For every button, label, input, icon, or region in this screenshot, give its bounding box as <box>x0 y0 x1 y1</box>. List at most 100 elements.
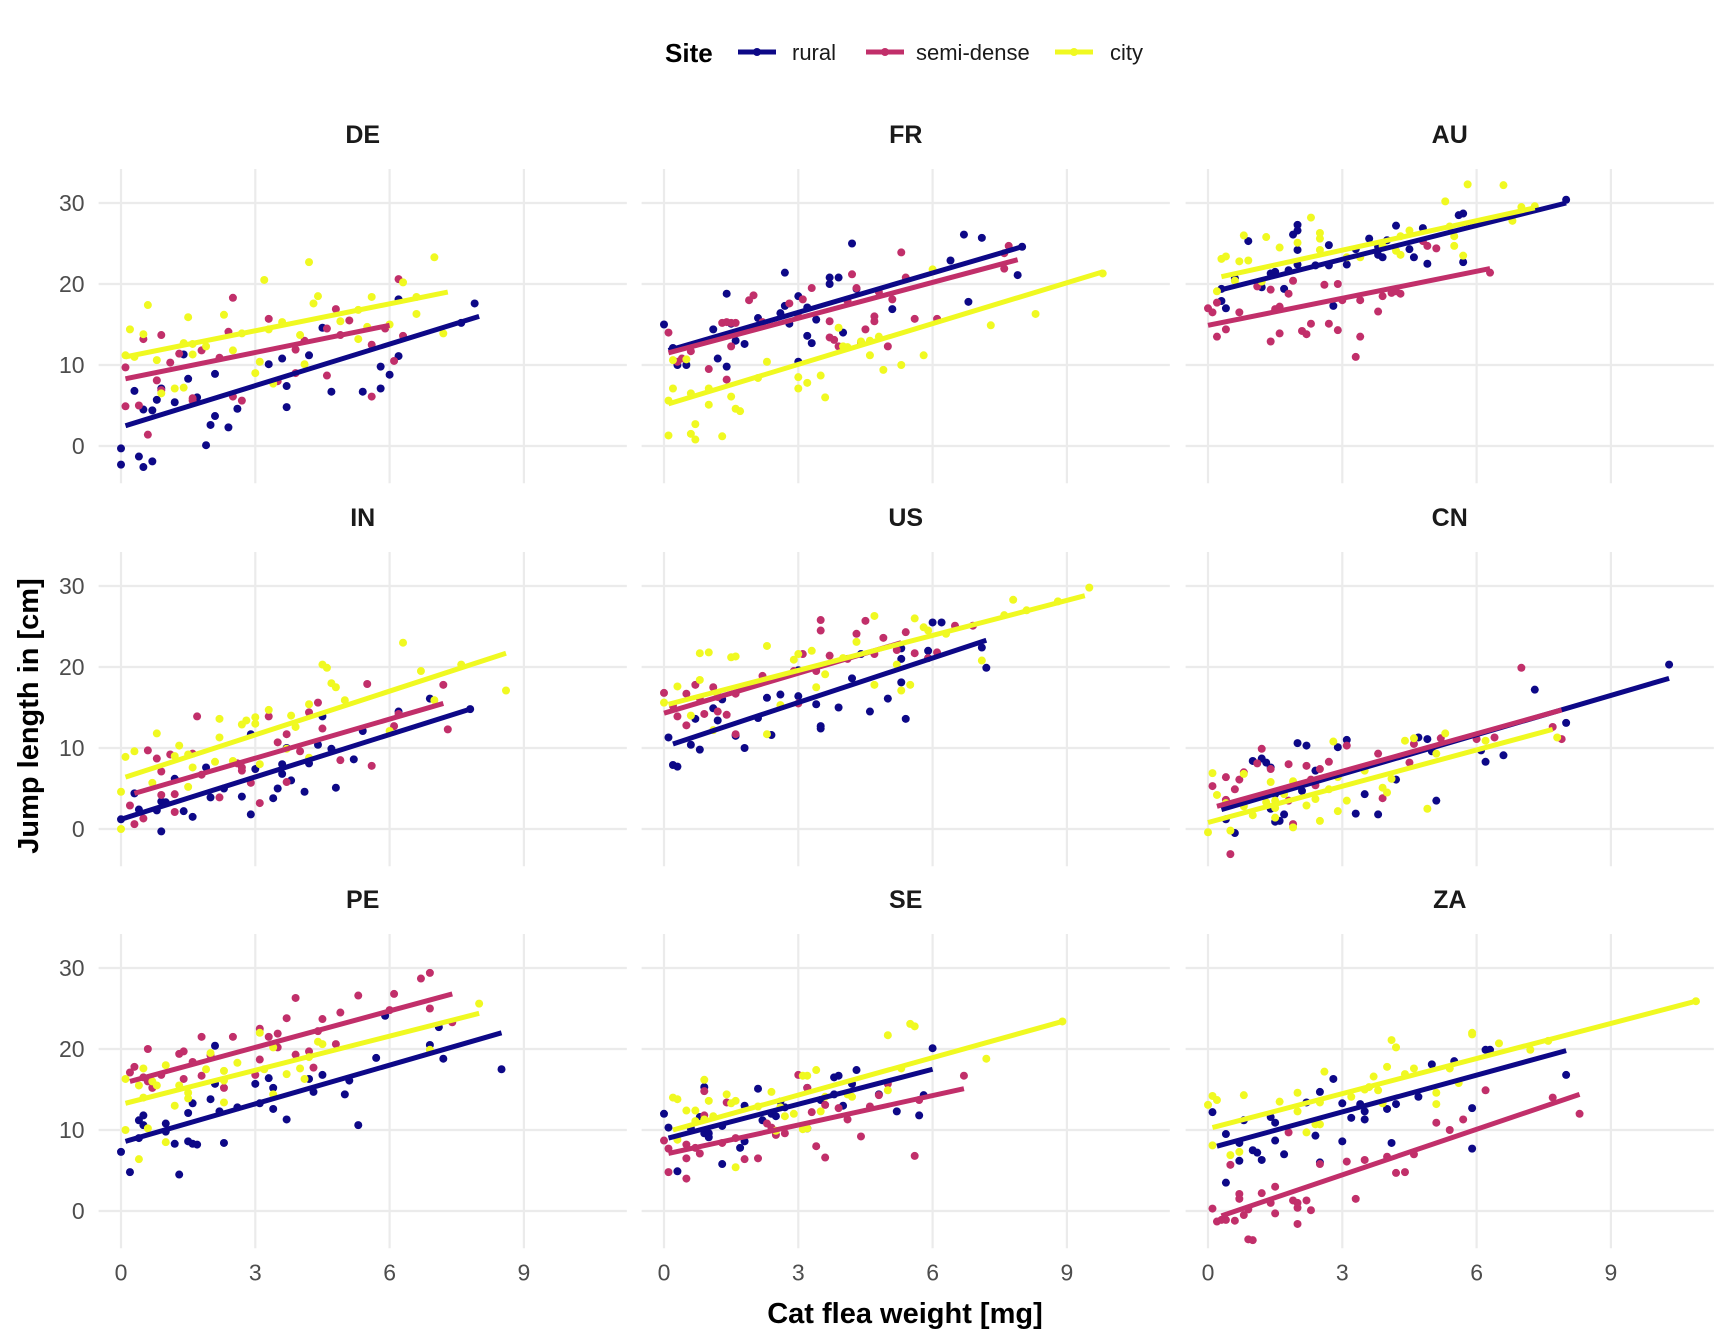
facet-label: DE <box>345 121 380 149</box>
data-point-city <box>184 1094 193 1103</box>
data-point-rural <box>1338 1099 1347 1108</box>
data-point-rural <box>161 1119 170 1128</box>
data-point-city <box>318 1040 327 1049</box>
data-point-semi-dense <box>892 645 901 654</box>
data-point-rural <box>1235 1156 1244 1165</box>
data-point-rural <box>718 1160 727 1169</box>
trend-line-semi-dense <box>667 257 1019 356</box>
data-point-rural <box>211 369 220 378</box>
data-point-semi-dense <box>852 284 861 293</box>
data-point-rural <box>264 1074 273 1083</box>
data-point-rural <box>1378 253 1387 262</box>
data-point-city <box>865 351 874 360</box>
data-point-semi-dense <box>354 991 363 1000</box>
data-point-rural <box>1293 226 1302 235</box>
data-point-city <box>1235 1147 1244 1156</box>
facet-panel-au: AU <box>1185 121 1714 484</box>
data-point-city <box>834 323 843 332</box>
data-point-semi-dense <box>673 712 682 721</box>
data-point-semi-dense <box>1360 1155 1369 1164</box>
data-point-rural <box>713 716 722 725</box>
data-point-city <box>1468 1028 1477 1037</box>
data-point-rural <box>825 280 834 288</box>
data-point-rural <box>1333 743 1342 752</box>
data-point-city <box>664 431 673 440</box>
data-point-city <box>821 670 830 679</box>
data-point-semi-dense <box>1324 757 1333 766</box>
x-tick-label: 0 <box>658 1259 671 1285</box>
trend-line-semi-dense <box>1220 1091 1581 1219</box>
y-axis-title: Jump length in [cm] <box>13 578 45 854</box>
data-point-semi-dense <box>390 989 399 998</box>
facet-panel-za: ZA 0 3 6 9 <box>1185 886 1714 1285</box>
data-point-rural <box>1293 245 1302 254</box>
data-point-semi-dense <box>296 747 305 756</box>
data-point-rural <box>780 268 789 277</box>
data-point-semi-dense <box>807 284 816 293</box>
data-point-city <box>1266 778 1275 787</box>
data-point-rural <box>892 1107 901 1116</box>
data-point-semi-dense <box>188 394 197 403</box>
data-point-semi-dense <box>1445 1126 1454 1134</box>
data-point-city <box>215 733 224 742</box>
data-point-city <box>1432 1088 1441 1097</box>
data-point-semi-dense <box>130 820 139 829</box>
data-point-city <box>219 1098 228 1107</box>
trend-line-rural <box>667 244 1023 353</box>
data-point-city <box>1481 736 1490 745</box>
data-point-semi-dense <box>722 375 731 384</box>
data-point-city <box>161 1061 170 1070</box>
data-point-rural <box>237 792 246 801</box>
y-tick-label: 20 <box>59 271 85 297</box>
data-point-semi-dense <box>139 814 148 823</box>
facet-label: ZA <box>1433 886 1466 914</box>
data-point-rural <box>709 325 718 334</box>
data-point-semi-dense <box>166 358 175 367</box>
data-point-city <box>807 646 816 655</box>
data-point-semi-dense <box>416 974 425 983</box>
trend-line-city <box>1211 998 1697 1130</box>
data-point-city <box>313 292 322 301</box>
data-point-rural <box>982 663 991 672</box>
facet-label: IN <box>350 504 375 532</box>
data-point-rural <box>1221 1130 1230 1139</box>
data-point-city <box>812 1066 821 1075</box>
data-point-city <box>184 313 193 322</box>
data-point-city <box>727 392 736 401</box>
data-point-city <box>152 356 161 365</box>
y-tick-label: 0 <box>72 1198 85 1224</box>
data-point-rural <box>1360 1107 1369 1116</box>
data-point-city <box>794 650 803 659</box>
x-tick-label: 6 <box>383 1259 396 1285</box>
data-point-rural <box>358 387 367 396</box>
data-point-city <box>924 626 933 635</box>
data-point-city <box>219 310 228 319</box>
data-point-city <box>1208 769 1217 778</box>
data-point-city <box>803 1071 812 1080</box>
data-point-semi-dense <box>874 1091 883 1100</box>
data-point-city <box>700 1075 709 1084</box>
data-point-semi-dense <box>228 293 237 302</box>
data-point-city <box>883 1086 892 1095</box>
data-point-city <box>188 763 197 772</box>
data-point-semi-dense <box>1356 332 1365 341</box>
data-point-semi-dense <box>282 778 291 787</box>
data-point-rural <box>152 395 161 404</box>
data-point-city <box>803 378 812 387</box>
data-point-semi-dense <box>1342 741 1351 750</box>
data-point-rural <box>148 457 157 466</box>
data-point-city <box>152 1081 161 1090</box>
data-point-city <box>219 1066 228 1075</box>
legend-label-semi-dense: semi-dense <box>916 40 1030 65</box>
data-point-city <box>1275 243 1284 252</box>
data-point-rural <box>686 740 695 749</box>
data-point-semi-dense <box>1302 330 1311 339</box>
data-point-semi-dense <box>856 1132 865 1141</box>
legend-label-city: city <box>1110 40 1143 65</box>
data-point-semi-dense <box>336 1008 345 1017</box>
data-point-city <box>695 649 704 658</box>
data-point-rural <box>300 787 309 796</box>
data-point-semi-dense <box>157 331 166 340</box>
data-point-rural <box>372 1053 381 1062</box>
data-point-semi-dense <box>345 316 354 325</box>
